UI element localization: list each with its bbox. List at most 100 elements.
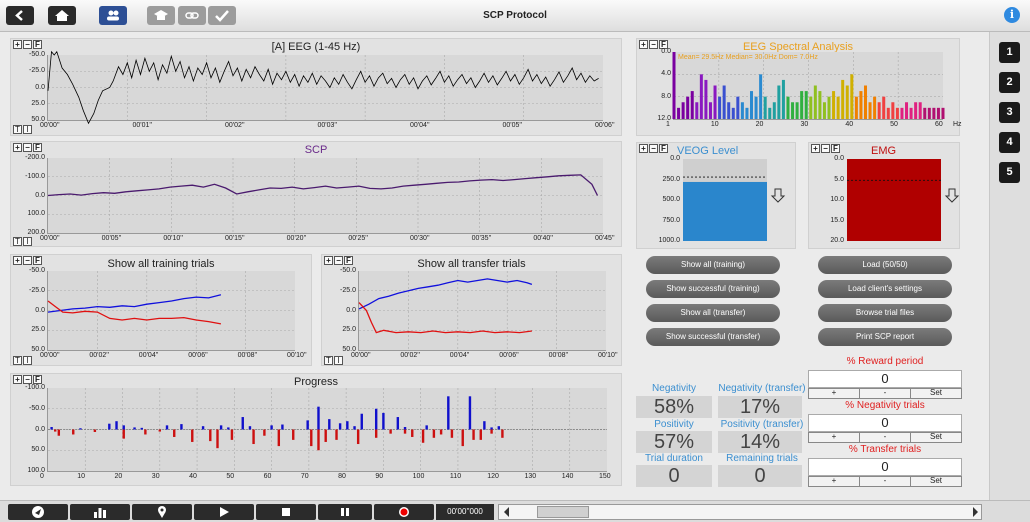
y-tick-label: 100.0	[27, 467, 45, 474]
progress-bar	[277, 429, 281, 447]
page-5-button[interactable]: 5	[999, 162, 1020, 183]
plus-icon[interactable]: +	[13, 40, 22, 49]
minus-icon[interactable]: −	[23, 375, 32, 384]
fit-icon[interactable]: F	[831, 144, 840, 153]
minus-icon[interactable]: −	[23, 40, 32, 49]
progress-bar	[382, 412, 385, 430]
set-button[interactable]: Set	[929, 432, 942, 441]
load-button[interactable]: Load (50/50)	[818, 256, 952, 274]
fit-icon[interactable]: F	[344, 256, 353, 265]
plus-icon[interactable]: +	[639, 144, 648, 153]
pause-icon[interactable]	[318, 504, 372, 520]
fit-icon[interactable]: F	[659, 144, 668, 153]
show-successful-transfer-button[interactable]: Show successful (transfer)	[646, 328, 780, 346]
arrow-down-icon[interactable]	[944, 188, 960, 204]
x-tick-label: 00'20''	[286, 235, 307, 242]
home-icon[interactable]	[48, 6, 76, 25]
zoom-controls[interactable]: + − F	[639, 40, 668, 49]
x-tick-label: 30	[151, 473, 160, 480]
minus-icon[interactable]: −	[821, 144, 830, 153]
minus-icon[interactable]: −	[23, 143, 32, 152]
bar-chart-icon[interactable]	[70, 504, 130, 520]
link-icon[interactable]	[178, 6, 206, 25]
arrow-down-icon[interactable]	[770, 188, 786, 204]
y-tick-label: 50.0	[31, 116, 45, 123]
zoom-controls[interactable]: + − F	[13, 143, 42, 152]
plus-icon[interactable]: +	[639, 40, 648, 49]
zoom-controls[interactable]: + − F	[13, 375, 42, 384]
plus-icon[interactable]: +	[13, 375, 22, 384]
users-icon[interactable]	[99, 6, 127, 25]
navigate-icon[interactable]	[8, 504, 68, 520]
timeline-scrollbar[interactable]	[498, 504, 982, 520]
set-button[interactable]: Set	[929, 476, 942, 485]
interval-icon[interactable]: I	[23, 356, 32, 365]
check-icon[interactable]	[208, 6, 236, 25]
spectral-bar	[932, 107, 936, 119]
show-all-training-button[interactable]: Show all (training)	[646, 256, 780, 274]
time-icon[interactable]: T	[13, 125, 22, 134]
page-3-button[interactable]: 3	[999, 102, 1020, 123]
info-icon[interactable]: i	[1004, 7, 1020, 23]
zoom-controls[interactable]: + − F	[811, 144, 840, 153]
x-tick-label: 10	[710, 121, 719, 128]
plus-icon[interactable]: +	[324, 256, 333, 265]
plus-button[interactable]: +	[809, 389, 860, 398]
negativity-trials-field[interactable]: 0	[808, 414, 962, 432]
y-tick-label: 15.0	[830, 216, 844, 224]
plus-button[interactable]: +	[809, 477, 860, 486]
play-icon[interactable]	[194, 504, 254, 520]
minus-button[interactable]: -	[860, 433, 911, 442]
minus-icon[interactable]: −	[649, 40, 658, 49]
transfer-trials-field[interactable]: 0	[808, 458, 962, 476]
page-4-button[interactable]: 4	[999, 132, 1020, 153]
progress-bar	[219, 425, 223, 430]
browse-trial-files-button[interactable]: Browse trial files	[818, 304, 952, 322]
page-2-button[interactable]: 2	[999, 72, 1020, 93]
zoom-controls[interactable]: + − F	[324, 256, 353, 265]
load-client-settings-button[interactable]: Load client's settings	[818, 280, 952, 298]
progress-bar	[180, 424, 183, 430]
interval-icon[interactable]: I	[334, 356, 343, 365]
time-icon[interactable]: T	[13, 356, 22, 365]
stop-icon[interactable]	[256, 504, 316, 520]
scroll-thumb[interactable]	[537, 506, 589, 518]
show-successful-training-button[interactable]: Show successful (training)	[646, 280, 780, 298]
record-icon[interactable]	[374, 504, 434, 520]
zoom-controls[interactable]: + − F	[13, 40, 42, 49]
reward-period-field[interactable]: 0	[808, 370, 962, 388]
fit-icon[interactable]: F	[33, 375, 42, 384]
time-icon[interactable]: T	[13, 237, 22, 246]
minus-button[interactable]: -	[860, 389, 911, 398]
location-pin-icon[interactable]	[132, 504, 192, 520]
minus-icon[interactable]: −	[334, 256, 343, 265]
fit-icon[interactable]: F	[659, 40, 668, 49]
graduation-cap-icon[interactable]	[147, 6, 175, 25]
data-series-line	[47, 174, 599, 197]
plus-button[interactable]: +	[809, 433, 860, 442]
interval-icon[interactable]: I	[23, 125, 32, 134]
set-button[interactable]: Set	[929, 388, 942, 397]
minus-button[interactable]: -	[860, 477, 911, 486]
scroll-left-icon[interactable]	[503, 506, 511, 518]
spectral-bar	[736, 96, 740, 119]
minus-icon[interactable]: −	[23, 256, 32, 265]
time-icon[interactable]: T	[324, 356, 333, 365]
plus-icon[interactable]: +	[13, 256, 22, 265]
interval-icon[interactable]: I	[23, 237, 32, 246]
y-tick-label: 0.0	[35, 306, 45, 314]
minus-icon[interactable]: −	[649, 144, 658, 153]
fit-icon[interactable]: F	[33, 143, 42, 152]
plus-icon[interactable]: +	[13, 143, 22, 152]
plus-icon[interactable]: +	[811, 144, 820, 153]
fit-icon[interactable]: F	[33, 256, 42, 265]
print-scp-report-button[interactable]: Print SCP report	[818, 328, 952, 346]
fit-icon[interactable]: F	[33, 40, 42, 49]
show-all-transfer-button[interactable]: Show all (transfer)	[646, 304, 780, 322]
progress-bar	[292, 429, 295, 440]
zoom-controls[interactable]: + − F	[13, 256, 42, 265]
zoom-controls[interactable]: + − F	[639, 144, 668, 153]
scroll-right-icon[interactable]	[971, 506, 979, 518]
page-1-button[interactable]: 1	[999, 42, 1020, 63]
back-arrow-icon[interactable]	[6, 6, 34, 25]
